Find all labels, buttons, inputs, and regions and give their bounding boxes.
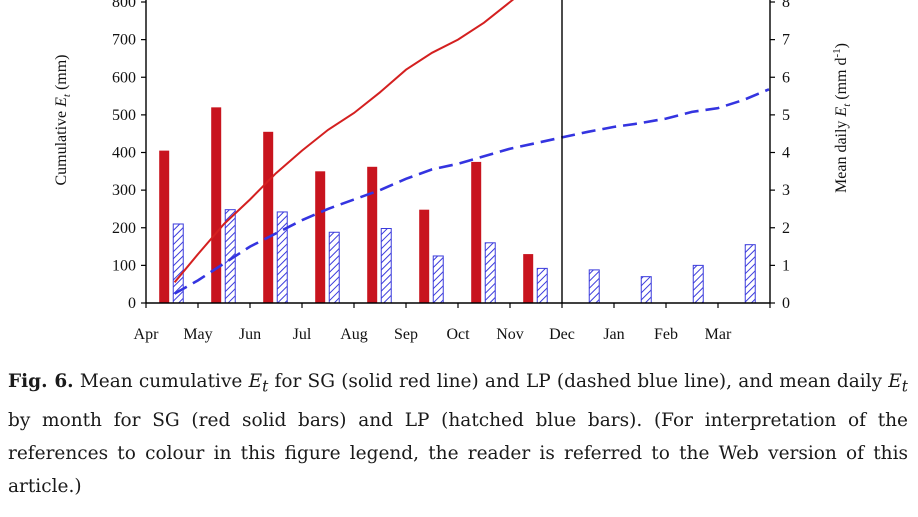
y-right-tick-label: 5 (782, 107, 790, 124)
sg-cumulative-line (173, 0, 515, 283)
y-left-tick-label: 800 (112, 0, 136, 11)
caption-subscript-1: t (262, 377, 269, 396)
sg-bar-jul (315, 171, 326, 303)
caption-text-2: for SG (solid red line) and LP (dashed b… (268, 371, 889, 392)
caption-symbol-1: E (248, 371, 263, 392)
y-left-tick-label: 700 (112, 32, 136, 49)
sg-bar-nov (523, 254, 534, 303)
lines-layer (173, 0, 770, 295)
lp-bar-oct (484, 242, 496, 304)
lp-bar-aug (380, 228, 392, 304)
y-right-axis-title: Mean daily Et (mm d-1) (831, 43, 853, 193)
y-right-tick-label: 1 (782, 257, 790, 274)
x-tick-label-oct: Oct (446, 326, 470, 343)
x-tick-label-mar: Mar (705, 326, 732, 343)
lp-bar-mar (744, 244, 756, 304)
y-left-tick-label: 500 (112, 107, 136, 124)
lp-bar-nov (536, 267, 548, 304)
caption-label: Fig. 6. (8, 371, 74, 392)
x-tick-label-sep: Sep (394, 326, 418, 343)
lp-bar-feb (692, 264, 704, 304)
x-tick-label-jan: Jan (603, 326, 624, 343)
lp-cumulative-line (173, 88, 770, 295)
caption-symbol-2: E (888, 371, 902, 392)
y-right-tick-label: 0 (782, 295, 790, 312)
y-left-tick-label: 300 (112, 182, 136, 199)
x-tick-label-jul: Jul (293, 326, 312, 343)
y-left-tick-label: 200 (112, 220, 136, 237)
sg-bar-aug (367, 166, 378, 303)
y-left-tick-label: 100 (112, 257, 136, 274)
bars-layer (159, 107, 756, 304)
figure-caption: Fig. 6. Mean cumulative Et for SG (solid… (8, 365, 908, 503)
lp-bar-dec (588, 269, 600, 304)
lp-bar-jun (276, 211, 288, 304)
sg-bar-sep (419, 209, 430, 303)
y-left-ticks: 0 100 200 300 400 500 600 700 800 (112, 0, 146, 312)
sg-bar-may (211, 107, 222, 303)
x-tick-label-feb: Feb (654, 326, 678, 343)
x-tick-label-jun: Jun (239, 326, 261, 343)
lp-bar-jul (328, 231, 340, 304)
x-tick-label-aug: Aug (340, 326, 368, 343)
lp-bar-sep (432, 255, 444, 304)
y-right-tick-label: 3 (782, 182, 790, 199)
chart: Apr May Jun Jul Aug Sep Oct Nov Dec Jan Feb Mar 010… (53, 0, 853, 343)
y-right-tick-label: 2 (782, 220, 790, 237)
x-ticks: Apr May Jun Jul Aug Sep Oct Nov Dec Jan Feb Mar (134, 303, 771, 343)
y-left-tick-label: 400 (112, 145, 136, 162)
caption-text-3: by month for SG (red solid bars) and LP … (8, 409, 908, 497)
lp-bar-jan (640, 276, 652, 304)
y-left-tick-label: 600 (112, 69, 136, 86)
sg-bar-oct (471, 161, 482, 303)
y-left-tick-label: 0 (128, 295, 136, 312)
caption-text-1: Mean cumulative (73, 371, 249, 392)
y-right-tick-label: 6 (782, 69, 790, 86)
y-right-tick-label: 8 (782, 0, 790, 11)
y-right-tick-label: 4 (782, 145, 790, 162)
y-left-axis-title: Cumulative Et (mm) (53, 54, 73, 185)
sg-bar-apr (159, 150, 170, 303)
x-tick-label-apr: Apr (134, 326, 160, 343)
x-tick-label-may: May (183, 326, 212, 343)
sg-bar-jun (263, 131, 274, 303)
y-right-tick-label: 7 (782, 32, 790, 49)
x-tick-label-nov: Nov (496, 326, 524, 343)
y-right-ticks: 0 1 2 3 4 5 6 7 8 (770, 0, 790, 312)
x-tick-label-dec: Dec (549, 326, 575, 343)
caption-subscript-2: t (901, 377, 908, 396)
